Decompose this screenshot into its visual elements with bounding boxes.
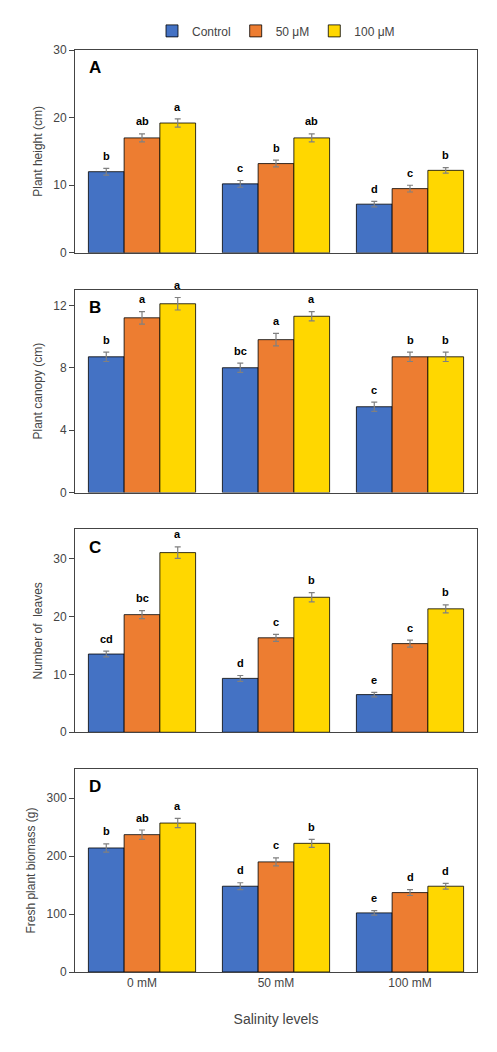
svg-text:a: a (174, 279, 181, 291)
svg-text:b: b (103, 334, 110, 346)
svg-text:12: 12 (53, 299, 67, 313)
svg-text:Number of leaves: Number of leaves (31, 582, 45, 679)
svg-text:bc: bc (234, 345, 247, 357)
svg-text:50 μM: 50 μM (276, 25, 310, 39)
svg-text:b: b (103, 825, 110, 837)
svg-text:A: A (89, 58, 101, 77)
svg-text:a: a (273, 315, 280, 327)
svg-text:100: 100 (47, 907, 67, 921)
svg-text:b: b (273, 142, 280, 154)
svg-text:bc: bc (136, 592, 149, 604)
svg-text:d: d (407, 871, 414, 883)
svg-text:e: e (371, 674, 377, 686)
svg-text:c: c (407, 622, 413, 634)
svg-text:Fresh plant biomass (g): Fresh plant biomass (g) (24, 808, 38, 934)
svg-text:ab: ab (305, 115, 318, 127)
svg-text:4: 4 (60, 423, 67, 437)
svg-text:b: b (308, 821, 315, 833)
svg-text:100 μM: 100 μM (354, 25, 394, 39)
svg-text:d: d (237, 657, 244, 669)
svg-text:Plant height (cm): Plant height (cm) (31, 106, 45, 197)
svg-text:e: e (371, 892, 377, 904)
svg-text:0: 0 (60, 965, 67, 979)
svg-text:b: b (103, 150, 110, 162)
svg-text:0: 0 (60, 725, 67, 739)
svg-text:b: b (442, 586, 449, 598)
svg-text:30: 30 (53, 43, 67, 57)
svg-text:8: 8 (60, 361, 67, 375)
svg-text:a: a (139, 293, 146, 305)
svg-text:200: 200 (47, 849, 67, 863)
svg-text:C: C (89, 538, 101, 557)
svg-text:50 mM: 50 mM (258, 976, 295, 990)
svg-text:D: D (89, 777, 101, 796)
svg-text:0 mM: 0 mM (127, 976, 157, 990)
svg-text:d: d (237, 864, 244, 876)
svg-text:Salinity levels: Salinity levels (234, 1011, 319, 1027)
svg-text:c: c (237, 162, 243, 174)
svg-text:10: 10 (53, 668, 67, 682)
svg-text:c: c (371, 384, 377, 396)
svg-text:a: a (174, 800, 181, 812)
svg-text:b: b (407, 334, 414, 346)
svg-text:ab: ab (136, 115, 149, 127)
svg-text:c: c (407, 167, 413, 179)
svg-text:30: 30 (53, 552, 67, 566)
svg-text:d: d (442, 865, 449, 877)
svg-text:0: 0 (60, 486, 67, 500)
svg-text:a: a (174, 528, 181, 540)
svg-text:b: b (442, 149, 449, 161)
svg-text:Control: Control (192, 25, 231, 39)
svg-text:a: a (308, 293, 315, 305)
svg-text:cd: cd (100, 633, 113, 645)
svg-text:B: B (89, 298, 101, 317)
svg-text:ab: ab (136, 812, 149, 824)
svg-text:20: 20 (53, 610, 67, 624)
svg-text:a: a (174, 101, 181, 113)
svg-text:20: 20 (53, 111, 67, 125)
svg-text:d: d (371, 183, 378, 195)
svg-text:Plant canopy (cm): Plant canopy (cm) (31, 343, 45, 440)
svg-text:b: b (442, 334, 449, 346)
svg-text:0: 0 (60, 246, 67, 260)
svg-text:c: c (273, 616, 279, 628)
svg-text:b: b (308, 574, 315, 586)
svg-text:100 mM: 100 mM (388, 976, 431, 990)
svg-text:10: 10 (53, 178, 67, 192)
svg-text:300: 300 (47, 791, 67, 805)
svg-text:c: c (273, 839, 279, 851)
